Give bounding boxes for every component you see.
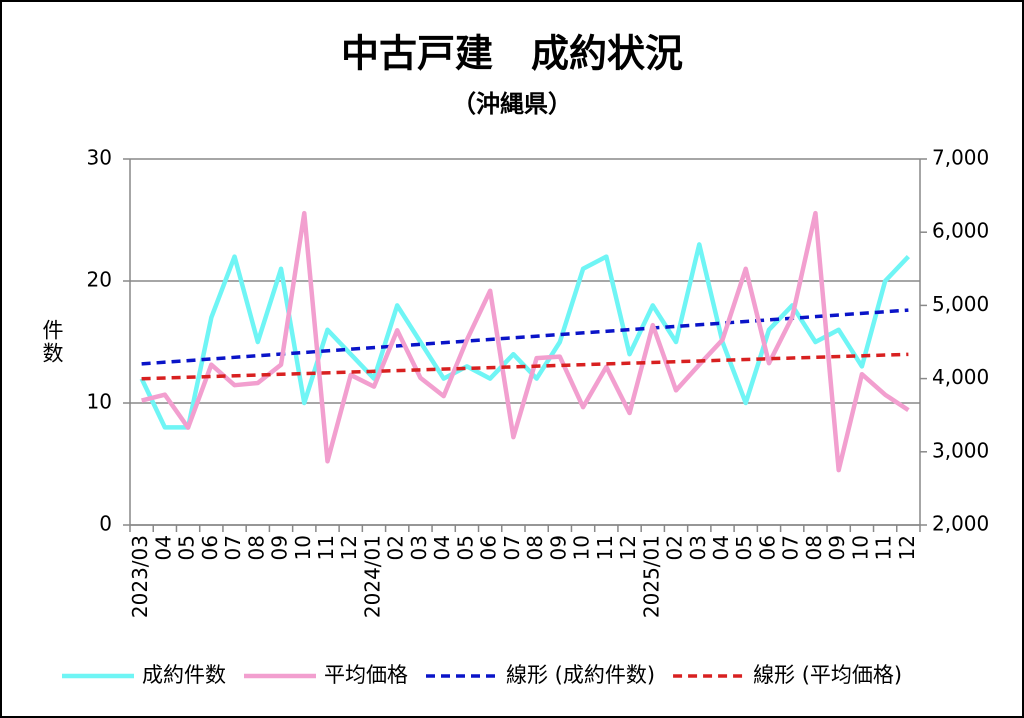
chart-subtitle: （沖縄県）: [452, 90, 572, 118]
x-tick-label: 09: [825, 535, 849, 560]
x-tick-label: 04: [151, 535, 175, 560]
y2-tick-label: 4,000: [932, 365, 989, 389]
x-tick-label: 2024/01: [360, 535, 384, 618]
y-axis-label: 件数: [40, 319, 64, 365]
x-tick-label: 08: [802, 535, 826, 560]
x-tick-label: 03: [407, 535, 431, 560]
x-tick-label: 05: [175, 535, 199, 560]
x-tick-label: 11: [872, 535, 896, 560]
y-tick-label: 10: [87, 390, 112, 414]
x-tick-label: 06: [755, 535, 779, 560]
trend-line: [141, 308, 909, 366]
x-tick-label: 12: [616, 535, 640, 560]
x-tick-label: 09: [546, 535, 570, 560]
y2-tick-label: 3,000: [932, 438, 989, 462]
x-tick-label: 09: [268, 535, 292, 560]
y-tick-label: 20: [87, 268, 112, 292]
x-tick-label: 12: [337, 535, 361, 560]
y2-tick-label: 6,000: [932, 219, 989, 243]
x-tick-label: 06: [198, 535, 222, 560]
x-tick-label: 11: [314, 535, 338, 560]
y2-tick-label: 2,000: [932, 512, 989, 536]
x-tick-label: 05: [453, 535, 477, 560]
legend-label: 平均価格: [324, 663, 408, 687]
x-tick-label: 07: [500, 535, 524, 560]
trend-line: [141, 352, 909, 381]
legend-label: 成約件数: [142, 663, 226, 687]
y2-tick-label: 5,000: [932, 292, 989, 316]
chart-title: 中古戸建 成約状況: [341, 32, 683, 76]
x-tick-label: 06: [477, 535, 501, 560]
x-tick-label: 07: [779, 535, 803, 560]
x-tick-label: 11: [593, 535, 617, 560]
x-tick-label: 10: [848, 535, 872, 560]
x-tick-label: 02: [663, 535, 687, 560]
x-tick-label: 08: [523, 535, 547, 560]
x-tick-label: 04: [430, 535, 454, 560]
x-tick-label: 08: [244, 535, 268, 560]
x-tick-label: 2023/03: [128, 535, 152, 618]
x-tick-label: 07: [221, 535, 245, 560]
x-tick-label: 05: [732, 535, 756, 560]
x-tick-label: 2025/01: [639, 535, 663, 618]
x-tick-label: 02: [384, 535, 408, 560]
y2-tick-label: 7,000: [932, 146, 989, 170]
y-tick-label: 30: [87, 146, 112, 170]
x-tick-label: 04: [709, 535, 733, 560]
x-tick-label: 10: [570, 535, 594, 560]
legend-label: 線形 (成約件数): [506, 663, 655, 687]
x-tick-label: 03: [686, 535, 710, 560]
legend-label: 線形 (平均価格): [753, 663, 902, 687]
y-tick-label: 0: [99, 512, 112, 536]
x-tick-label: 12: [895, 535, 919, 560]
x-tick-label: 10: [291, 535, 315, 560]
